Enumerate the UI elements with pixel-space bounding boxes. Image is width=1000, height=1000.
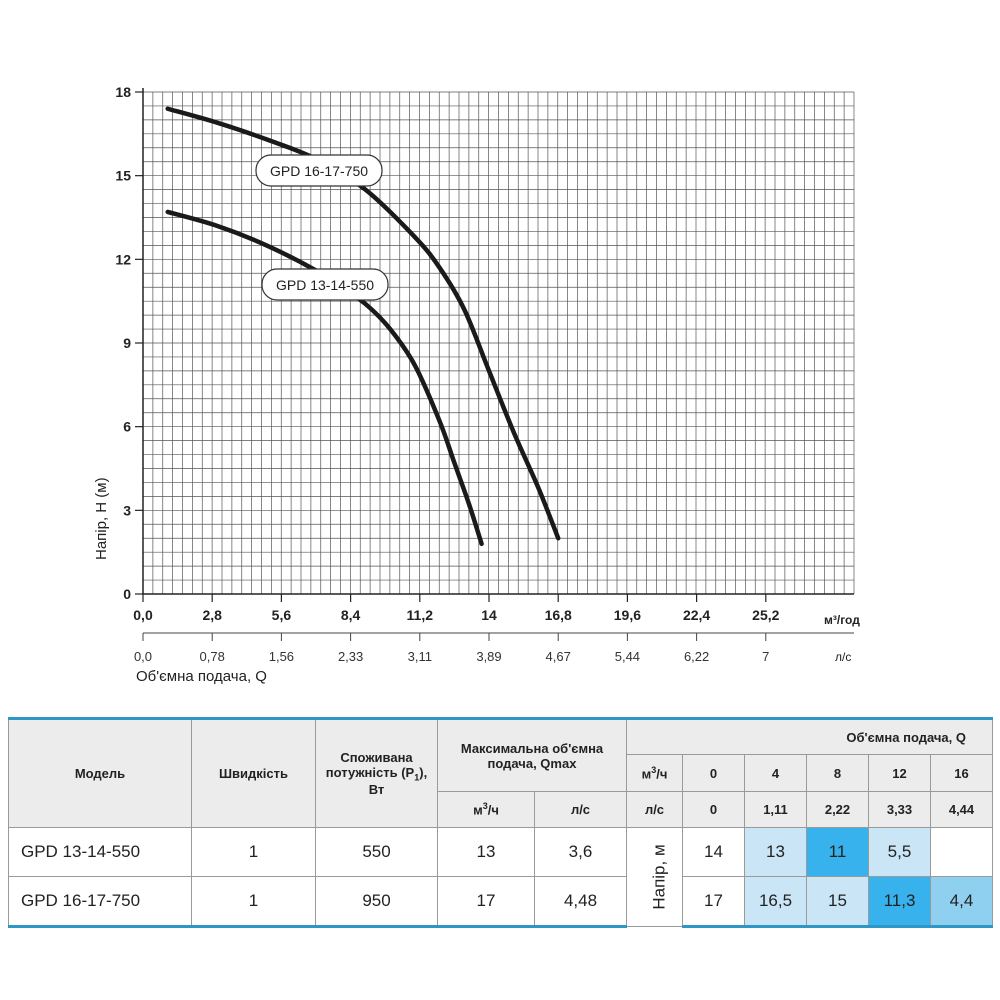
power-label-line4: Вт <box>368 782 385 798</box>
y-tick-label: 6 <box>123 419 131 435</box>
x-tick-label: 25,2 <box>752 607 779 623</box>
x2-tick-label: 0,0 <box>134 649 152 664</box>
x-tick-label: 2,8 <box>202 607 222 623</box>
header-flow-ls-0: 0 <box>682 791 745 828</box>
header-qmax-m3h: м3/ч <box>437 791 535 828</box>
x2-tick-label: 4,67 <box>546 649 571 664</box>
x-axis-label: Об'ємна подача, Q <box>136 668 267 685</box>
chart-axes <box>135 88 854 641</box>
pump-spec-table: Модель Швидкість Споживана потужність (P… <box>8 717 993 928</box>
table-row: GPD 16-17-750 1 950 17 4,48 17 16,5 15 1… <box>8 876 993 928</box>
x2-unit-label: л/с <box>835 650 851 664</box>
header-flow-ls-3: 3,33 <box>868 791 931 828</box>
y-tick-label: 3 <box>123 502 131 518</box>
chart-curves <box>165 106 561 547</box>
chart-grid <box>142 91 855 595</box>
header-qmax-ls: л/с <box>534 791 627 828</box>
power-label-sub: 1 <box>414 772 420 783</box>
x2-tick-label: 2,33 <box>338 649 363 664</box>
series-label-text: GPD 16-17-750 <box>270 163 368 179</box>
row1-head-8: 11 <box>806 827 869 877</box>
header-unit-m3h: м3/ч <box>626 754 683 792</box>
row2-head-8: 15 <box>806 876 869 928</box>
row1-head-12: 5,5 <box>868 827 931 877</box>
header-flow-m3h-16: 16 <box>930 754 993 792</box>
y-tick-label: 12 <box>115 251 131 267</box>
row1-qmax-ls: 3,6 <box>534 827 627 877</box>
series-label-1: GPD 16-17-750 <box>255 154 383 187</box>
header-power: Споживана потужність (P1), Вт <box>315 717 438 828</box>
x-tick-label: 8,4 <box>341 607 361 623</box>
x2-tick-label: 6,22 <box>684 649 709 664</box>
header-flow-ls-2: 2,22 <box>806 791 869 828</box>
row2-power: 950 <box>315 876 438 928</box>
header-flow-m3h-12: 12 <box>868 754 931 792</box>
row2-head-0: 17 <box>682 876 745 928</box>
row2-head-16: 4,4 <box>930 876 993 928</box>
curve-gpd-13-14-550 <box>165 209 484 547</box>
series-label-box <box>261 268 389 301</box>
header-speed: Швидкість <box>191 717 316 828</box>
table-row: GPD 13-14-550 1 550 13 3,6 Напір, м 14 1… <box>8 827 993 927</box>
y-tick-label: 18 <box>115 84 131 100</box>
power-label-line2: потужність (P <box>325 764 415 780</box>
x-tick-label: 14 <box>481 607 497 623</box>
series-label-2: GPD 13-14-550 <box>261 268 389 301</box>
qmax-label-line1: Максимальна об'ємна <box>460 740 604 756</box>
row1-head-4: 13 <box>744 827 807 877</box>
row2-head-4: 16,5 <box>744 876 807 928</box>
x-tick-label: 16,8 <box>545 607 572 623</box>
series-label-text: GPD 13-14-550 <box>276 277 374 293</box>
y-axis-label: Напір, H (м) <box>93 477 110 560</box>
x2-tick-label: 3,89 <box>476 649 501 664</box>
x-tick-label: 22,4 <box>683 607 710 623</box>
header-qmax: Максимальна об'ємна подача, Qmax <box>437 717 627 792</box>
curve-gpd-16-17-750 <box>165 106 561 541</box>
header-flow-m3h-4: 4 <box>744 754 807 792</box>
power-label-line3: ), <box>419 764 428 780</box>
head-label-cell: Напір, м <box>626 827 683 927</box>
header-flow-ls-4: 4,44 <box>930 791 993 828</box>
x-tick-label: 11,2 <box>407 607 434 623</box>
x-tick-label: 0,0 <box>133 607 153 623</box>
x2-tick-label: 5,44 <box>615 649 640 664</box>
header-flow-title: Об'ємна подача, Q <box>626 717 993 755</box>
header-unit-ls: л/с <box>626 791 683 828</box>
row2-model: GPD 16-17-750 <box>8 876 192 928</box>
chart-tick-labels: 0 3 6 9 12 15 18 0,0 2,8 5,6 8,4 11,2 14 16,8 19,6 22,4… <box>115 84 779 664</box>
x-unit-label: м³/год <box>824 613 860 627</box>
x-tick-label: 19,6 <box>614 607 641 623</box>
chart-curve-labels: GPD 16-17-750 GPD 13-14-550 <box>255 154 389 301</box>
header-flow-m3h-0: 0 <box>682 754 745 792</box>
row2-speed: 1 <box>191 876 316 928</box>
header-flow-ls-1: 1,11 <box>744 791 807 828</box>
y-tick-label: 15 <box>115 168 131 184</box>
qmax-label-line2: подача, Qmax <box>487 755 577 771</box>
row2-head-12: 11,3 <box>868 876 931 928</box>
x2-tick-label: 0,78 <box>200 649 225 664</box>
power-label-line1: Споживана <box>340 749 413 765</box>
y-tick-label: 0 <box>123 586 131 602</box>
x2-tick-label: 1,56 <box>269 649 294 664</box>
row1-qmax-m3h: 13 <box>437 827 535 877</box>
x2-tick-label: 3,11 <box>408 649 432 664</box>
row1-power: 550 <box>315 827 438 877</box>
header-model: Модель <box>8 717 192 828</box>
row2-qmax-ls: 4,48 <box>534 876 627 928</box>
series-label-box <box>255 154 383 187</box>
row1-model: GPD 13-14-550 <box>8 827 192 877</box>
x-tick-label: 5,6 <box>272 607 292 623</box>
row1-head-0: 14 <box>682 827 745 877</box>
y-tick-label: 9 <box>123 335 131 351</box>
row1-head-16 <box>930 827 993 877</box>
row1-speed: 1 <box>191 827 316 877</box>
pump-curve-chart: 0 3 6 9 12 15 18 0,0 2,8 5,6 8,4 11,2 14 16,8 19,6 22,4… <box>93 84 860 685</box>
header-flow-m3h-8: 8 <box>806 754 869 792</box>
head-label: Напір, м <box>649 844 669 910</box>
row2-qmax-m3h: 17 <box>437 876 535 928</box>
x2-tick-label: 7 <box>762 649 769 664</box>
